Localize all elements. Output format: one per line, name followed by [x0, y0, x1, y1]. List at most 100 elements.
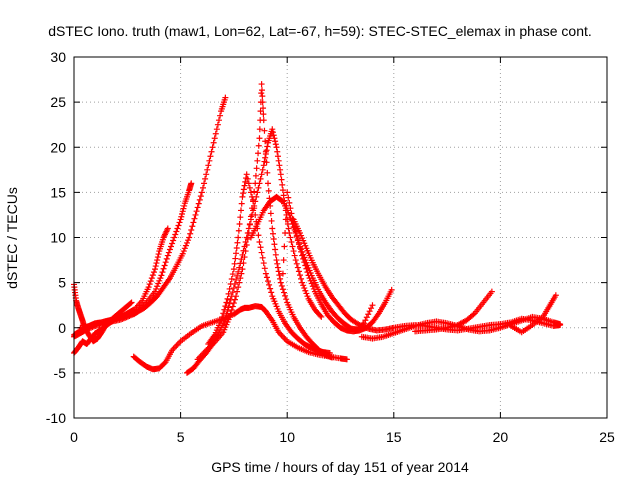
- marker-fill: [251, 205, 258, 212]
- marker-fill: [147, 278, 154, 285]
- data-point: [260, 117, 267, 124]
- marker-fill: [252, 211, 259, 218]
- data-point: [284, 189, 291, 196]
- marker-fill: [280, 257, 287, 264]
- marker-fill: [266, 281, 273, 288]
- marker-fill: [292, 228, 299, 235]
- data-point: [269, 126, 276, 133]
- data-point: [256, 135, 263, 142]
- marker-fill: [241, 254, 248, 261]
- marker-fill: [227, 280, 234, 287]
- marker-fill: [210, 139, 217, 146]
- marker-fill: [278, 197, 285, 204]
- marker-fill: [166, 246, 173, 253]
- marker-fill: [180, 248, 187, 255]
- marker-fill: [277, 166, 284, 173]
- marker-fill: [222, 303, 229, 310]
- data-point: [260, 162, 267, 169]
- marker-fill: [288, 239, 295, 246]
- marker-fill: [255, 184, 262, 191]
- data-point: [252, 180, 259, 187]
- marker-fill: [228, 276, 235, 283]
- marker-fill: [235, 284, 242, 291]
- marker-fill: [259, 93, 266, 100]
- y-tick-label: -5: [54, 365, 67, 381]
- data-point: [292, 257, 299, 264]
- marker-fill: [153, 260, 160, 267]
- marker-fill: [190, 219, 197, 226]
- data-point: [296, 243, 303, 250]
- marker-fill: [296, 272, 303, 279]
- marker-fill: [169, 240, 176, 247]
- marker-fill: [240, 186, 247, 193]
- marker-fill: [274, 260, 281, 267]
- marker-fill: [300, 282, 307, 289]
- y-tick-label: -10: [46, 410, 66, 426]
- marker-fill: [174, 225, 181, 232]
- marker-fill: [258, 171, 265, 178]
- data-point: [171, 234, 178, 241]
- data-point: [318, 313, 325, 320]
- marker-fill: [267, 210, 274, 217]
- data-point: [224, 295, 231, 302]
- marker-fill: [275, 268, 282, 275]
- y-tick-label: 25: [50, 94, 66, 110]
- marker-fill: [263, 274, 270, 281]
- x-tick-label: 0: [70, 429, 78, 445]
- marker-fill: [203, 171, 210, 178]
- marker-fill: [282, 229, 289, 236]
- marker-fill: [301, 285, 308, 292]
- data-point: [226, 313, 233, 320]
- marker-fill: [244, 175, 251, 182]
- marker-fill: [238, 270, 245, 277]
- x-tick-label: 25: [599, 429, 615, 445]
- marker-fill: [194, 204, 201, 211]
- marker-fill: [231, 260, 238, 267]
- data-point: [239, 193, 246, 200]
- x-axis-label: GPS time / hours of day 151 of year 2014: [211, 459, 469, 475]
- marker-fill: [365, 311, 372, 318]
- marker-fill: [269, 230, 276, 237]
- data-point: [243, 171, 250, 178]
- data-point: [388, 286, 395, 293]
- marker-fill: [270, 236, 277, 243]
- data-point: [269, 225, 276, 232]
- marker-fill: [258, 87, 265, 94]
- y-axis-label: dSTEC / TECUs: [4, 187, 20, 289]
- marker-fill: [246, 221, 253, 228]
- marker-fill: [229, 271, 236, 278]
- y-tick-label: 5: [58, 275, 66, 291]
- marker-fill: [262, 154, 269, 161]
- marker-fill: [304, 293, 311, 300]
- marker-fill: [268, 217, 275, 224]
- y-tick-label: 10: [50, 230, 66, 246]
- data-point: [326, 350, 333, 357]
- marker-fill: [302, 287, 309, 294]
- marker-fill: [129, 307, 136, 314]
- data-point: [369, 302, 376, 309]
- marker-fill: [303, 290, 310, 297]
- marker-fill: [246, 184, 253, 191]
- y-tick-label: 15: [50, 184, 66, 200]
- marker-fill: [295, 239, 302, 246]
- marker-fill: [363, 314, 370, 321]
- marker-fill: [251, 188, 258, 195]
- marker-fill: [178, 213, 185, 220]
- marker-fill: [262, 148, 269, 155]
- data-point: [273, 144, 280, 151]
- marker-fill: [188, 226, 195, 233]
- marker-fill: [242, 248, 249, 255]
- marker-fill: [234, 239, 241, 246]
- marker-fill: [224, 308, 231, 315]
- marker-fill: [257, 175, 264, 182]
- data-point: [279, 270, 286, 277]
- data-point: [265, 180, 272, 187]
- marker-fill: [204, 166, 211, 173]
- marker-fill: [261, 127, 268, 134]
- marker-fill: [242, 178, 249, 185]
- marker-fill: [152, 263, 159, 270]
- marker-fill: [157, 275, 164, 282]
- marker-fill: [213, 126, 220, 133]
- marker-fill: [249, 193, 256, 200]
